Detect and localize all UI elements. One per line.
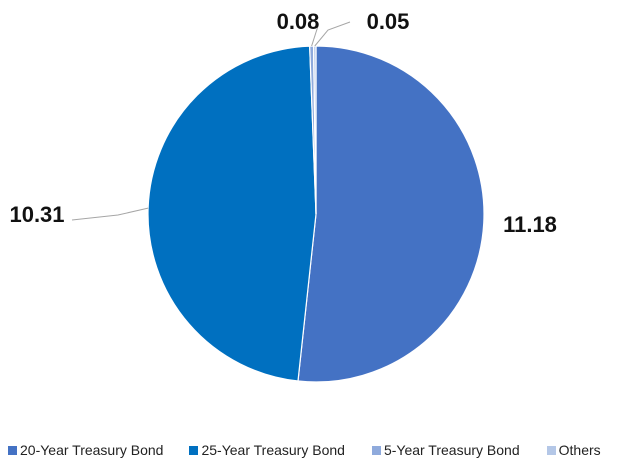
data-label-25-year: 10.31 (9, 202, 64, 227)
legend-swatch (189, 445, 199, 455)
legend-label: 25-Year Treasury Bond (201, 442, 345, 458)
legend-item-others: Others (546, 442, 601, 458)
legend-label: Others (558, 442, 601, 458)
legend-item-5-year: 5-Year Treasury Bond (371, 442, 520, 458)
data-label-others: 0.05 (367, 9, 410, 34)
leader-line-25-year (71, 207, 149, 221)
data-label-20-year: 11.18 (503, 212, 557, 237)
pie-slice-25-year (147, 45, 317, 382)
data-label-5-year: 0.08 (277, 9, 320, 34)
leader-line-5-year (311, 25, 319, 47)
pie-slice-20-year (297, 45, 485, 383)
legend-item-25-year: 25-Year Treasury Bond (189, 442, 345, 458)
legend-label: 20-Year Treasury Bond (20, 442, 164, 458)
legend-swatch (8, 445, 17, 455)
legend-label: 5-Year Treasury Bond (383, 442, 520, 458)
legend-swatch (546, 445, 556, 455)
legend-item-20-year: 20-Year Treasury Bond (8, 442, 163, 458)
leader-line-others (314, 21, 351, 47)
legend: 20-Year Treasury Bond 25-Year Treasury B… (0, 440, 632, 460)
legend-swatch (371, 445, 381, 455)
pie-chart: 11.18 10.31 0.08 0.05 (9, 9, 557, 383)
